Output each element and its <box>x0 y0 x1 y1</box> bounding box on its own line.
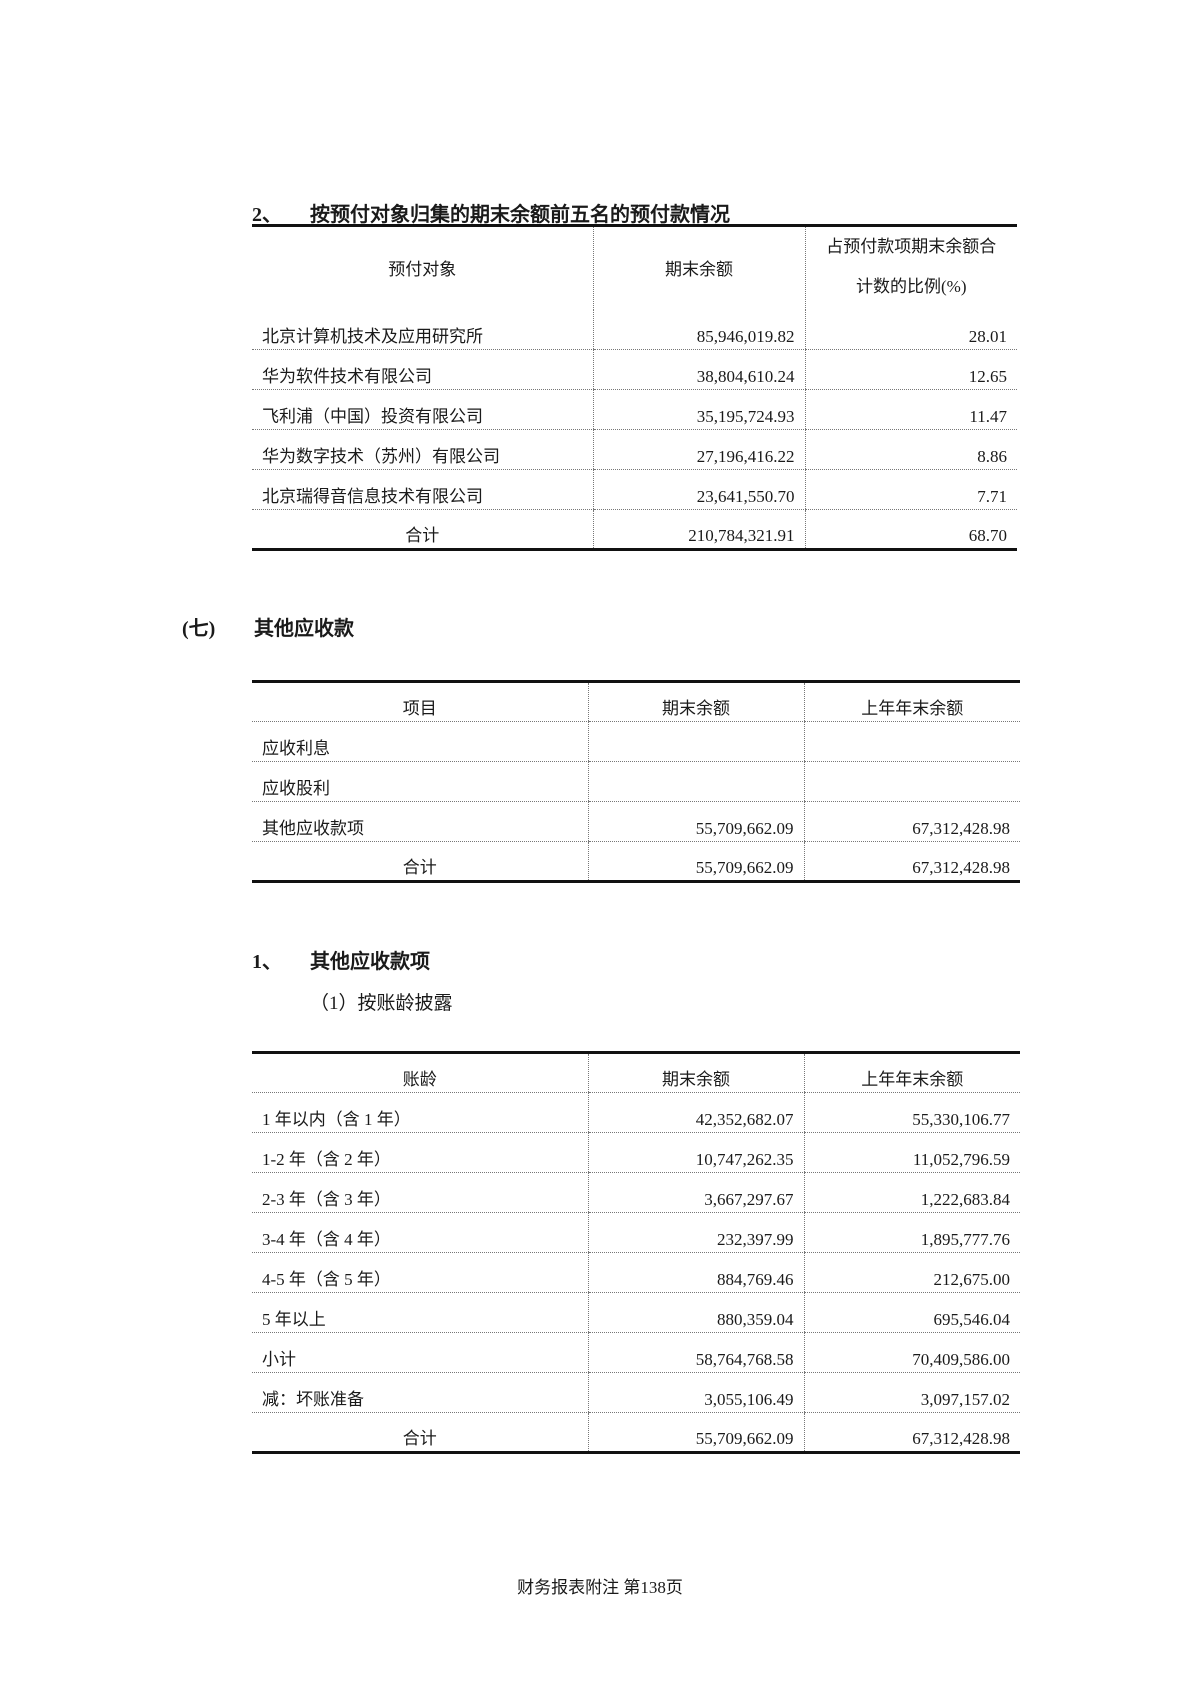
table-header-row: 账龄 期末余额 上年年末余额 <box>252 1052 1020 1093</box>
table-row: 其他应收款项 55,709,662.09 67,312,428.98 <box>252 801 1020 842</box>
table-row: 2-3 年（含 3 年） 3,667,297.67 1,222,683.84 <box>252 1172 1020 1213</box>
table-row: 5 年以上 880,359.04 695,546.04 <box>252 1292 1020 1333</box>
table-total-row: 合计 55,709,662.09 67,312,428.98 <box>252 841 1020 882</box>
table-header-row: 预付对象 期末余额 占预付款项期末余额合 计数的比例(%) <box>252 225 1017 310</box>
table-row: 华为软件技术有限公司 38,804,610.24 12.65 <box>252 349 1017 390</box>
table-row: 1-2 年（含 2 年） 10,747,262.35 11,052,796.59 <box>252 1132 1020 1173</box>
table-row: 飞利浦（中国）投资有限公司 35,195,724.93 11.47 <box>252 389 1017 430</box>
page-footer: 财务报表附注 第138页 <box>517 1578 683 1597</box>
table-total-row: 合计 210,784,321.91 68.70 <box>252 509 1017 550</box>
table-header-row: 项目 期末余额 上年年末余额 <box>252 681 1020 722</box>
table-total-row: 合计 55,709,662.09 67,312,428.98 <box>252 1412 1020 1453</box>
section-heading-other-receivable-items: 1、 其他应收款项 <box>252 951 430 973</box>
table-row: 3-4 年（含 4 年） 232,397.99 1,895,777.76 <box>252 1212 1020 1253</box>
other-receivables-table: 项目 期末余额 上年年末余额 应收利息 应收股利 其他应收款项 55,709,662.… <box>252 680 1020 883</box>
section-heading-prepayments: 2、 按预付对象归集的期末余额前五名的预付款情况 <box>252 204 730 226</box>
table-row: 华为数字技术（苏州）有限公司 27,196,416.22 8.86 <box>252 429 1017 470</box>
table-row: 减：坏账准备 3,055,106.49 3,097,157.02 <box>252 1372 1020 1413</box>
table-row: 4-5 年（含 5 年） 884,769.46 212,675.00 <box>252 1252 1020 1293</box>
table-row: 北京瑞得音信息技术有限公司 23,641,550.70 7.71 <box>252 469 1017 510</box>
section-heading-other-receivables: (七) 其他应收款 <box>182 618 354 640</box>
section-subheading-aging: （1）按账龄披露 <box>310 993 453 1014</box>
aging-table: 账龄 期末余额 上年年末余额 1 年以内（含 1 年） 42,352,682.07 55… <box>252 1051 1020 1454</box>
table-row: 应收股利 <box>252 761 1020 802</box>
table-row: 小计 58,764,768.58 70,409,586.00 <box>252 1332 1020 1373</box>
prepayments-top5-table: 预付对象 期末余额 占预付款项期末余额合 计数的比例(%) 北京计算机技术及应用研… <box>252 224 1017 551</box>
table-row: 1 年以内（含 1 年） 42,352,682.07 55,330,106.77 <box>252 1092 1020 1133</box>
table-row: 应收利息 <box>252 721 1020 762</box>
table-row: 北京计算机技术及应用研究所 85,946,019.82 28.01 <box>252 309 1017 350</box>
